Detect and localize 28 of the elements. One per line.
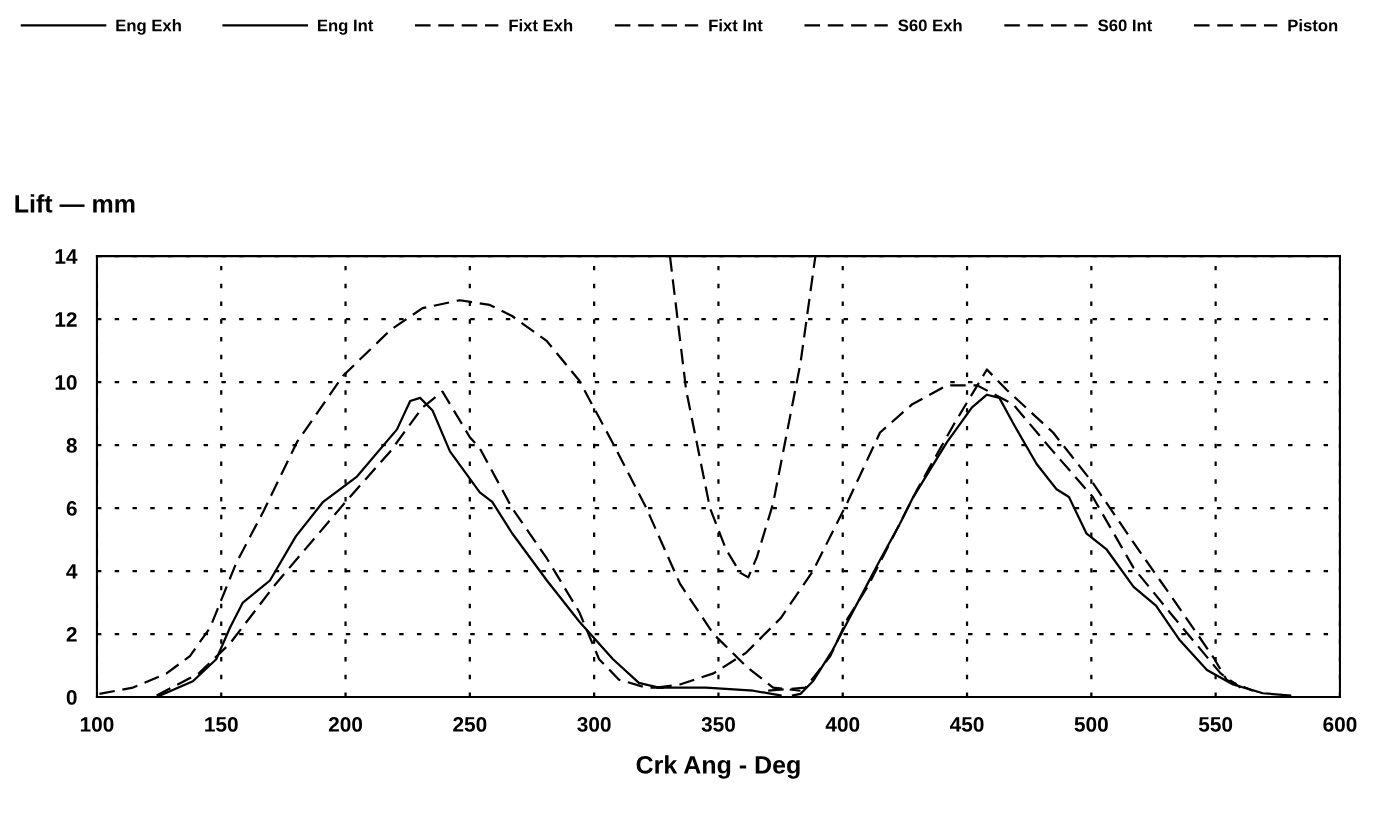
- y-tick-label: 10: [55, 375, 77, 390]
- legend-label: Eng Int: [317, 19, 374, 35]
- y-tick-label: 2: [66, 627, 77, 642]
- x-tick-label: 250: [453, 717, 487, 732]
- x-tick-label: 550: [1198, 717, 1233, 732]
- x-tick-label: 150: [205, 717, 238, 732]
- x-tick-label: 300: [577, 717, 611, 732]
- x-tick-label: 400: [825, 717, 860, 732]
- x-tick-label: 600: [1323, 717, 1357, 732]
- x-tick-label: 200: [328, 717, 363, 732]
- y-tick-label: 8: [66, 438, 77, 453]
- x-tick-label: 350: [701, 717, 735, 732]
- x-tick-label: 450: [949, 717, 984, 732]
- y-tick-label: 14: [55, 249, 78, 264]
- legend-label: Piston: [1288, 19, 1338, 32]
- legend-label: Eng Exh: [116, 19, 181, 35]
- y-tick-label: 0: [66, 690, 77, 705]
- legend-label: S60 Exh: [898, 19, 962, 32]
- x-axis-title: Crk Ang - Deg: [636, 755, 800, 779]
- y-axis-title: Lift — mm: [15, 194, 135, 213]
- y-tick-label: 4: [66, 564, 78, 579]
- x-tick-label: 100: [80, 717, 114, 732]
- x-tick-label: 500: [1074, 717, 1108, 732]
- y-tick-label: 12: [55, 312, 77, 327]
- y-tick-label: 6: [66, 501, 77, 516]
- legend-label: S60 Int: [1098, 19, 1153, 32]
- legend-label: Fixt Int: [709, 19, 763, 32]
- legend-label: Fixt Exh: [509, 19, 573, 32]
